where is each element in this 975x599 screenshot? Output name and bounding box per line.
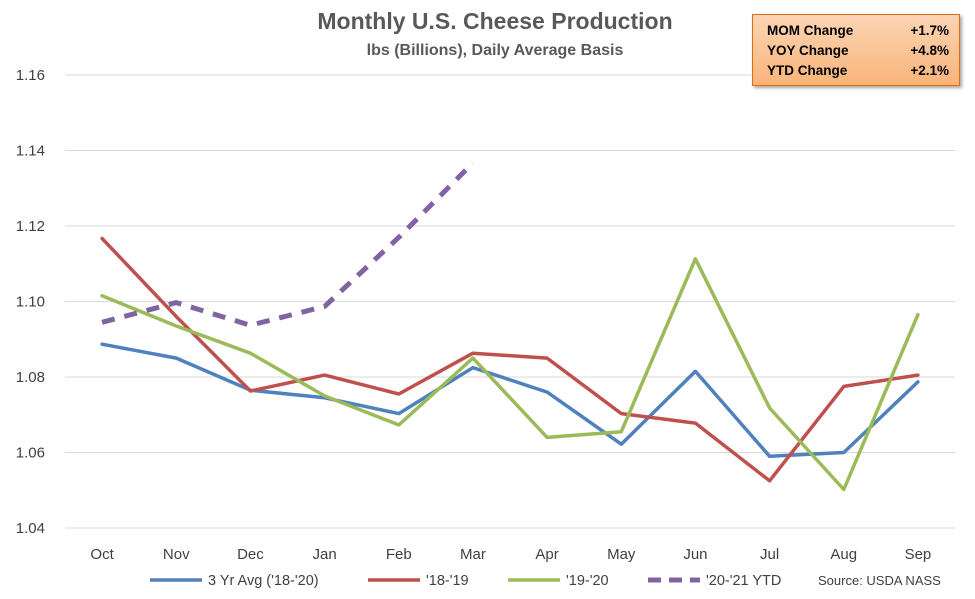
stat-row-mom: MOM Change +1.7%: [767, 21, 949, 41]
stat-value: +2.1%: [910, 63, 949, 78]
chart-subtitle: lbs (Billions), Daily Average Basis: [366, 42, 624, 59]
stats-box: MOM Change +1.7% YOY Change +4.8% YTD Ch…: [752, 14, 960, 86]
stat-row-yoy: YOY Change +4.8%: [767, 41, 949, 61]
chart-title: Monthly U.S. Cheese Production: [317, 8, 673, 34]
x-axis-ticks: Oct Nov Dec Jan Feb Mar Apr May Jun Jul Aug Sep: [90, 546, 931, 563]
series-lines: [100, 161, 920, 492]
source-note: Source: USDA NASS: [818, 573, 941, 588]
x-tick-label: Nov: [163, 546, 190, 563]
y-tick-label: 1.12: [16, 218, 45, 235]
stat-value: +1.7%: [910, 23, 949, 38]
x-tick-label: Apr: [535, 546, 558, 563]
x-tick-label: Aug: [830, 546, 857, 563]
stat-row-ytd: YTD Change +2.1%: [767, 61, 949, 81]
series-line: [100, 342, 920, 459]
y-axis-ticks: 1.04 1.06 1.08 1.10 1.12 1.14 1.16: [16, 67, 45, 537]
stat-label: YOY Change: [767, 43, 849, 58]
y-tick-label: 1.06: [16, 445, 45, 462]
gridlines: [65, 74, 955, 529]
y-tick-label: 1.10: [16, 294, 45, 311]
x-tick-label: Jun: [683, 546, 707, 563]
series-line: [101, 161, 475, 328]
legend-label: '19-'20: [566, 573, 609, 589]
x-tick-label: May: [607, 546, 636, 563]
stat-label: MOM Change: [767, 23, 854, 38]
x-tick-label: Dec: [237, 546, 264, 563]
legend-label: '20-'21 YTD: [706, 573, 781, 589]
x-tick-label: Jan: [312, 546, 336, 563]
x-tick-label: Oct: [90, 546, 114, 563]
stat-value: +4.8%: [910, 43, 949, 58]
y-tick-label: 1.04: [16, 520, 45, 537]
x-tick-label: Feb: [386, 546, 412, 563]
legend: 3 Yr Avg ('18-'20) '18-'19 '19-'20 '20-'21 …: [150, 573, 781, 589]
y-tick-label: 1.14: [16, 143, 45, 160]
x-tick-label: Jul: [760, 546, 779, 563]
y-tick-label: 1.16: [16, 67, 45, 84]
legend-label: '18-'19: [426, 573, 469, 589]
series-line: [100, 257, 920, 492]
x-tick-label: Mar: [460, 546, 486, 563]
y-tick-label: 1.08: [16, 369, 45, 386]
x-tick-label: Sep: [905, 546, 932, 563]
legend-label: 3 Yr Avg ('18-'20): [208, 573, 319, 589]
stat-label: YTD Change: [767, 63, 848, 78]
series-line: [100, 236, 920, 483]
